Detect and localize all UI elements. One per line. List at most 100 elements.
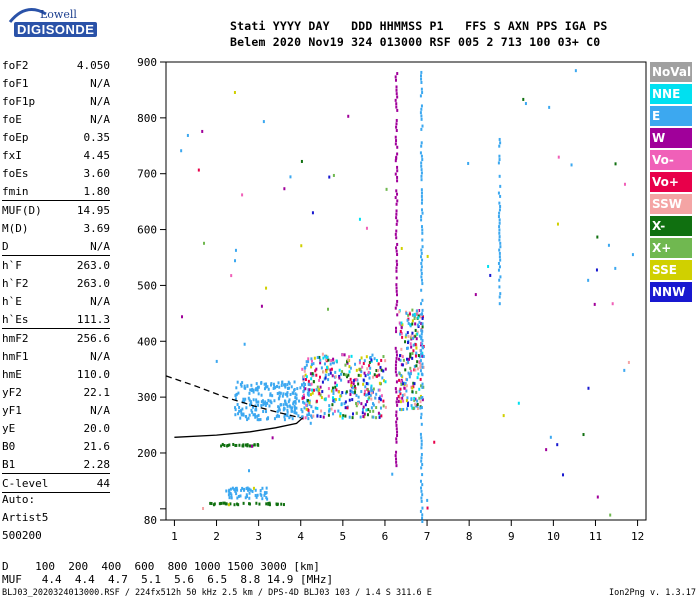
echo-point (236, 403, 239, 407)
echo-point (348, 355, 351, 359)
echo-point (292, 400, 295, 404)
echo-point (378, 396, 381, 400)
echo-point (420, 328, 423, 332)
echo-point (227, 493, 230, 497)
echo-point (609, 513, 612, 517)
echo-point (369, 409, 372, 413)
echo-point (303, 388, 306, 392)
echo-point (308, 413, 311, 417)
echo-point (351, 412, 354, 416)
echo-point (229, 492, 232, 496)
echo-point (419, 400, 422, 404)
echo-point (420, 215, 423, 219)
echo-point (304, 365, 307, 369)
echo-point (234, 408, 237, 412)
echo-point (400, 321, 403, 325)
echo-point (416, 367, 419, 371)
param-value: N/A (90, 94, 110, 108)
echo-point (310, 365, 313, 369)
echo-point (418, 387, 421, 391)
echo-point (316, 355, 319, 359)
param-value: N/A (90, 76, 110, 90)
echo-point (231, 486, 234, 490)
echo-point (355, 404, 358, 408)
echo-point (421, 493, 424, 497)
echo-point (421, 385, 424, 389)
echo-point (368, 396, 371, 400)
echo-point (421, 463, 424, 467)
echo-point (420, 114, 423, 118)
echo-point (351, 386, 354, 390)
echo-point (411, 390, 414, 394)
echo-point (271, 436, 274, 440)
echo-point (340, 372, 343, 376)
param-value: 263.0 (76, 276, 110, 290)
echo-point (355, 368, 358, 372)
echo-point (243, 384, 246, 388)
echo-point (384, 380, 387, 384)
echo-point (307, 388, 310, 392)
echo-point (362, 405, 365, 409)
echo-point (351, 416, 354, 420)
echo-point (329, 368, 332, 372)
echo-point (421, 228, 424, 232)
echo-point (420, 496, 423, 500)
echo-point (347, 358, 350, 362)
echo-point (245, 493, 248, 497)
echo-point (416, 330, 419, 334)
echo-point (406, 331, 409, 335)
echo-point (342, 372, 345, 376)
echo-point (420, 412, 423, 416)
echo-point (226, 444, 229, 448)
legend-x-entry: X- (650, 216, 692, 236)
echo-point (238, 405, 241, 409)
echo-point (498, 295, 501, 299)
echo-point (376, 374, 379, 378)
echo-point (255, 387, 258, 391)
echo-point (322, 356, 325, 360)
echo-point (257, 400, 260, 404)
echo-point (313, 356, 316, 360)
echo-point (412, 381, 415, 385)
echo-point (421, 351, 424, 355)
echo-point (412, 336, 415, 340)
echo-point (395, 129, 398, 133)
echo-point (346, 406, 349, 410)
echo-point (362, 361, 365, 365)
echo-point (305, 363, 308, 367)
echo-point (411, 406, 414, 410)
echo-point (415, 346, 418, 350)
echo-point (375, 392, 378, 396)
echo-point (334, 385, 337, 389)
echo-point (227, 503, 230, 507)
echo-point (420, 416, 423, 420)
echo-point (247, 396, 250, 400)
echo-point (232, 442, 235, 446)
echo-point (302, 375, 305, 379)
echo-point (420, 164, 423, 168)
echo-point (548, 105, 551, 109)
echo-point (201, 129, 204, 133)
echo-point (284, 383, 287, 387)
echo-point (394, 366, 397, 370)
param-name: h`E (2, 294, 22, 308)
echo-point (280, 383, 283, 387)
echo-point (318, 388, 321, 392)
echo-point (421, 506, 424, 510)
echo-point (395, 440, 398, 444)
echo-point (332, 391, 335, 395)
echo-point (350, 381, 353, 385)
echo-point (256, 414, 259, 418)
echo-point (335, 383, 338, 387)
electron-density-profile (174, 417, 304, 438)
echo-point (384, 359, 387, 363)
echo-point (243, 342, 246, 346)
echo-point (394, 306, 397, 310)
echo-point (304, 378, 307, 382)
echo-point (257, 413, 260, 417)
digisonde-logo: Lowell DIGISONDE (6, 4, 98, 38)
echo-point (271, 394, 274, 398)
echo-point (417, 314, 420, 318)
echo-point (365, 355, 368, 359)
echo-point (375, 369, 378, 373)
